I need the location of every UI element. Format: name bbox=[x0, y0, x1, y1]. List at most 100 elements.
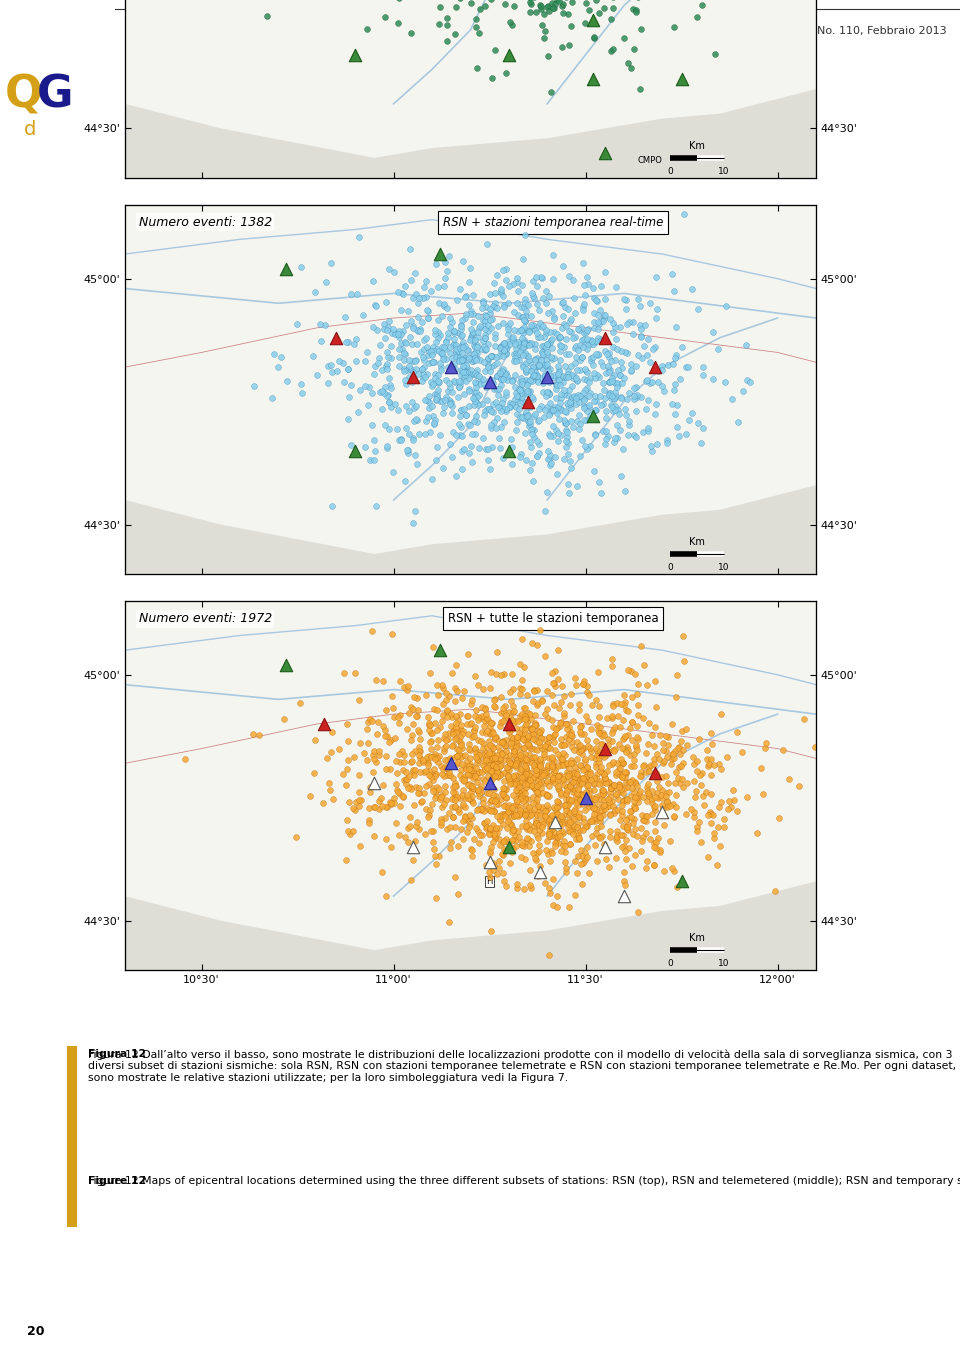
Point bbox=[482, 776, 497, 798]
Point bbox=[666, 806, 682, 828]
Point bbox=[485, 372, 500, 393]
Point bbox=[577, 843, 592, 865]
Point bbox=[397, 0, 413, 3]
Point bbox=[569, 0, 585, 1]
Point bbox=[482, 818, 497, 840]
Point bbox=[512, 678, 527, 699]
Point bbox=[564, 321, 579, 343]
Point bbox=[518, 794, 534, 816]
Point bbox=[578, 766, 593, 788]
Point bbox=[481, 398, 496, 419]
Point bbox=[503, 754, 518, 776]
Point bbox=[713, 703, 729, 725]
Point bbox=[580, 273, 595, 295]
Point bbox=[507, 710, 522, 732]
Point bbox=[660, 781, 676, 803]
Point bbox=[647, 357, 662, 378]
Point bbox=[451, 729, 467, 751]
Point bbox=[504, 817, 519, 839]
Point bbox=[457, 769, 472, 791]
Point bbox=[553, 399, 568, 421]
Point bbox=[622, 800, 637, 822]
Point bbox=[590, 792, 606, 814]
Point bbox=[409, 687, 424, 709]
Point bbox=[634, 817, 649, 839]
Point bbox=[514, 382, 529, 404]
Point bbox=[725, 779, 740, 800]
Point bbox=[437, 736, 452, 758]
Point bbox=[529, 739, 544, 761]
Point bbox=[510, 292, 525, 314]
Point bbox=[563, 833, 578, 855]
Point bbox=[532, 840, 547, 862]
Point bbox=[513, 788, 528, 810]
Point bbox=[516, 354, 531, 376]
Point bbox=[589, 291, 605, 313]
Point bbox=[566, 385, 582, 407]
Point bbox=[415, 367, 430, 389]
Point bbox=[578, 321, 593, 343]
Point bbox=[482, 678, 497, 699]
Point bbox=[489, 417, 504, 438]
Point bbox=[606, 365, 621, 387]
Point bbox=[371, 351, 386, 373]
Point bbox=[629, 714, 644, 736]
Point bbox=[360, 710, 375, 732]
Point bbox=[559, 861, 574, 882]
Point bbox=[576, 736, 591, 758]
Point bbox=[595, 805, 611, 826]
Point bbox=[420, 299, 436, 321]
Point bbox=[438, 735, 453, 757]
Point bbox=[516, 765, 531, 787]
Point bbox=[577, 322, 592, 344]
Point bbox=[456, 794, 471, 816]
Point bbox=[428, 389, 444, 411]
Point bbox=[547, 399, 563, 421]
Point bbox=[458, 754, 473, 776]
Point bbox=[515, 832, 530, 854]
Point bbox=[612, 363, 628, 385]
Point bbox=[670, 768, 685, 790]
Point bbox=[563, 310, 578, 332]
Point bbox=[587, 302, 602, 324]
Point bbox=[526, 728, 541, 750]
Point bbox=[514, 846, 529, 867]
Point bbox=[481, 822, 496, 844]
Point bbox=[704, 721, 719, 743]
Point bbox=[518, 803, 534, 825]
Point bbox=[676, 204, 691, 225]
Point bbox=[478, 703, 493, 725]
Point bbox=[588, 754, 604, 776]
Point bbox=[432, 779, 447, 800]
Point bbox=[465, 311, 480, 333]
Point bbox=[379, 796, 395, 818]
Point bbox=[420, 764, 436, 785]
Point bbox=[580, 792, 595, 814]
Point bbox=[488, 790, 503, 811]
Point bbox=[575, 772, 590, 794]
Point bbox=[562, 716, 577, 738]
Point bbox=[575, 768, 590, 790]
Point bbox=[672, 367, 687, 389]
Point bbox=[323, 740, 338, 762]
Point bbox=[466, 387, 481, 408]
Point bbox=[664, 856, 680, 878]
Point bbox=[328, 326, 344, 348]
Point bbox=[549, 373, 564, 395]
Point bbox=[538, 783, 553, 805]
Point bbox=[566, 800, 582, 822]
Point bbox=[483, 723, 498, 744]
Point bbox=[588, 422, 603, 444]
Point bbox=[518, 448, 534, 470]
Point bbox=[461, 441, 476, 463]
Point bbox=[532, 755, 547, 777]
Point bbox=[528, 780, 543, 802]
Point bbox=[468, 716, 483, 738]
Point bbox=[521, 743, 537, 765]
Point bbox=[623, 755, 638, 777]
Point bbox=[520, 373, 536, 395]
Point bbox=[597, 836, 612, 858]
Point bbox=[325, 788, 341, 810]
Point bbox=[538, 735, 553, 757]
Point bbox=[535, 344, 550, 366]
